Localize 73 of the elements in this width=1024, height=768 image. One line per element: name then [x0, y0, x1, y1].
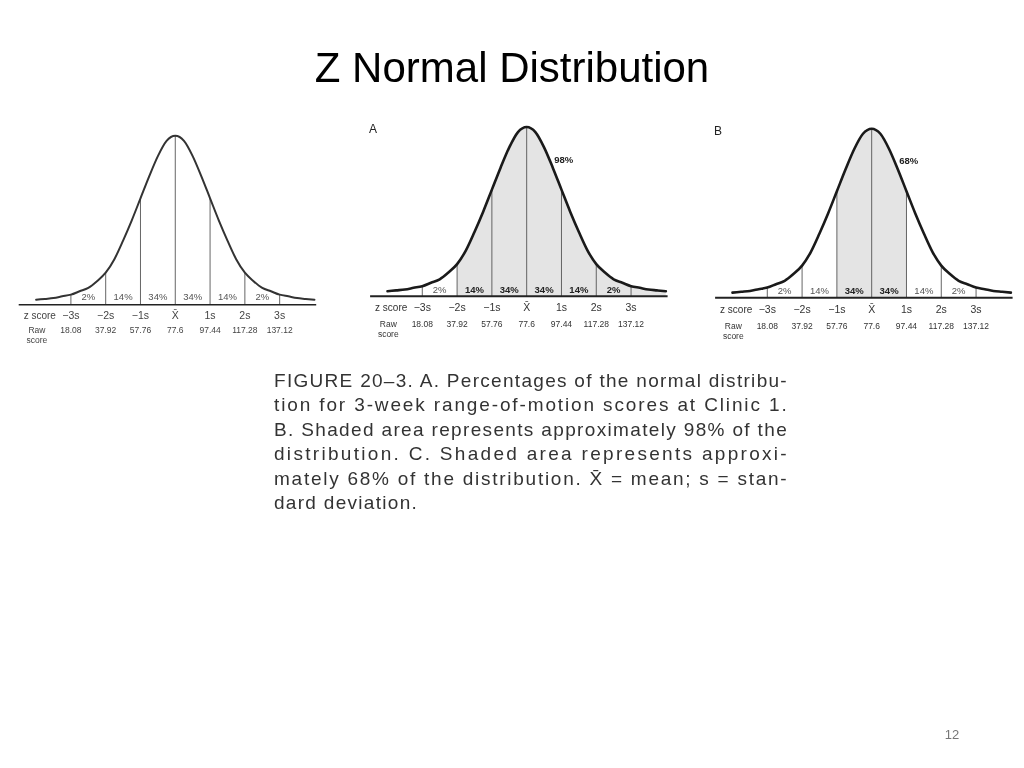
x2-tick-label: 37.92 [446, 319, 468, 329]
annotation: 2% [255, 290, 270, 302]
x2-tick-label: 97.44 [199, 325, 221, 335]
x2-tick-label: 37.92 [791, 320, 813, 331]
x2-tick-label: 57.76 [826, 320, 848, 331]
x-tick-label: 1s [204, 308, 216, 321]
x-axis-title: z score [375, 302, 408, 313]
annotation: 34% [148, 290, 168, 302]
x2-tick-label: 18.08 [756, 320, 779, 331]
annotation: 14% [113, 290, 134, 302]
annotation: 2% [432, 283, 448, 295]
band-label: 68% [899, 155, 919, 167]
x-tick-label: X̄ [171, 308, 179, 321]
chart-title: B [714, 123, 723, 138]
x2-axis-title: Raw score [377, 319, 399, 339]
x-tick-label: X̄ [523, 301, 531, 313]
x2-tick-label: 117.28 [928, 320, 955, 331]
text: Z Normal Distribution [314, 44, 710, 91]
x-tick-label: 3s [274, 308, 286, 321]
x2-tick-label: 77.6 [518, 319, 536, 329]
x-tick-label: X̄ [868, 302, 876, 315]
annotation: 34% [534, 283, 555, 295]
x-tick-label: 3s [970, 302, 982, 315]
annotation: 14% [217, 290, 238, 302]
x2-tick-label: 57.76 [481, 319, 503, 329]
x-tick-label: 3s [625, 301, 637, 313]
x-tick-label: 1s [900, 302, 913, 315]
annotation: 2% [777, 285, 793, 297]
x2-tick-label: 137.12 [618, 319, 645, 329]
x-tick-label: 2s [239, 308, 251, 321]
x2-tick-label: 57.76 [129, 325, 152, 335]
x2-tick-label: 18.08 [411, 319, 434, 329]
x2-tick-label: 97.44 [550, 319, 573, 329]
x-tick-label: −1s [828, 302, 846, 315]
annotation: 2% [81, 290, 96, 302]
x2-tick-label: 77.6 [167, 325, 184, 335]
x-tick-label: −1s [131, 308, 150, 321]
x2-tick-label: 137.12 [266, 325, 293, 335]
annotation: 2% [606, 283, 622, 295]
x-axis-title: z score [720, 303, 753, 315]
x-tick-label: −1s [483, 301, 501, 313]
x2-axis-title: Raw score [722, 320, 744, 341]
band-label: 98% [554, 153, 574, 165]
x-tick-label: −3s [413, 301, 431, 313]
x-tick-label: −2s [97, 308, 115, 321]
x-tick-label: −3s [758, 302, 776, 315]
x-tick-label: 1s [555, 301, 568, 313]
annotation: 2% [951, 285, 967, 297]
x2-tick-label: 117.28 [583, 319, 610, 329]
annotation: 34% [183, 290, 203, 302]
annotation: 14% [809, 285, 830, 297]
x2-tick-label: 18.08 [60, 325, 82, 335]
annotation: 34% [879, 285, 900, 297]
x-tick-label: −2s [448, 301, 466, 313]
x2-axis-title: Raw score [26, 325, 48, 345]
x2-tick-label: 137.12 [963, 320, 990, 331]
x2-tick-label: 37.92 [95, 325, 117, 335]
x-tick-label: 2s [935, 302, 947, 315]
text: 12 [944, 727, 960, 742]
caption: FIGURE 20–3. A. Percentages of the normal distribu- tion for 3-week range-of-motion scores at Clinic 1. B. Shaded area represents approximately 98% of the distribution. C. Shaded area represents approxi- mately 68% of the distribution. X̄ = mean; s = stan- dard deviation. [274, 370, 788, 513]
x-tick-label: −2s [793, 302, 811, 315]
x-tick-label: 2s [590, 301, 602, 313]
x-tick-label: −3s [62, 308, 80, 321]
annotation: 14% [914, 285, 934, 297]
annotation: 14% [464, 283, 485, 295]
annotation: 34% [499, 283, 520, 295]
x2-tick-label: 77.6 [863, 320, 881, 331]
x2-tick-label: 97.44 [895, 320, 918, 331]
chart-title: A [369, 122, 378, 136]
annotation: 14% [569, 283, 589, 295]
annotation: 34% [844, 285, 865, 297]
x2-tick-label: 117.28 [232, 325, 258, 335]
x-axis-title: z score [23, 309, 57, 321]
